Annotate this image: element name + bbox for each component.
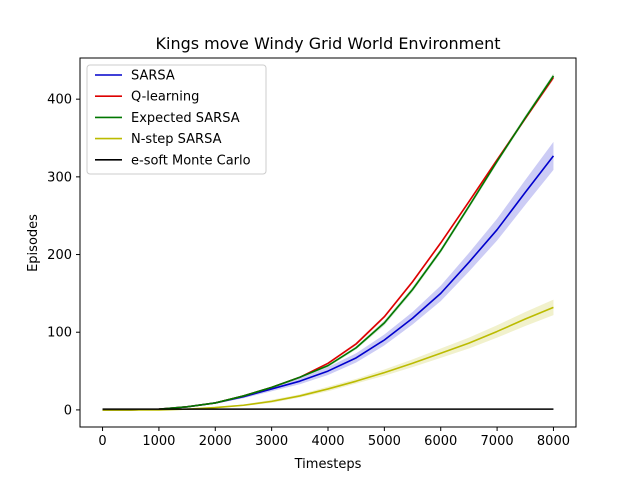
- legend: SARSA Q-learning Expected SARSA N-step SARS…: [86, 64, 267, 175]
- legend-label-sarsa: SARSA: [131, 69, 175, 84]
- legend-label-expected-sarsa: Expected SARSA: [131, 111, 240, 126]
- x-axis-label: Timesteps: [294, 457, 362, 472]
- legend-label-q-learning: Q-learning: [131, 90, 199, 105]
- line-n-step-sarsa: [102, 306, 554, 411]
- legend-box: [86, 64, 267, 175]
- y-tick-label: 300: [47, 170, 72, 185]
- chart-title: Kings move Windy Grid World Environment: [156, 34, 501, 53]
- x-axis-ticks: 0 1000 2000 3000 4000 5000 6000 7000 8000: [98, 427, 570, 449]
- y-axis-ticks: 0 100 200 300 400: [47, 93, 80, 418]
- band-sarsa: [102, 141, 554, 410]
- x-tick-label: 6000: [424, 434, 457, 449]
- x-tick-label: 8000: [537, 434, 570, 449]
- line-sarsa: [102, 155, 555, 411]
- y-tick-label: 100: [47, 326, 72, 341]
- legend-label-n-step-sarsa: N-step SARSA: [131, 132, 222, 147]
- x-tick-label: 5000: [368, 434, 401, 449]
- x-tick-label: 0: [98, 434, 106, 449]
- x-tick-label: 2000: [199, 434, 232, 449]
- legend-label-e-soft-monte-carlo: e-soft Monte Carlo: [131, 153, 251, 168]
- band-n-step-sarsa: [102, 299, 554, 410]
- y-axis-label: Episodes: [26, 214, 41, 272]
- confidence-bands: [102, 73, 554, 410]
- y-tick-label: 0: [64, 403, 72, 418]
- y-tick-label: 400: [47, 93, 72, 108]
- x-tick-label: 4000: [311, 434, 344, 449]
- x-tick-label: 3000: [255, 434, 288, 449]
- line-expected-sarsa: [102, 75, 555, 411]
- x-tick-label: 7000: [481, 434, 514, 449]
- y-tick-label: 200: [47, 248, 72, 263]
- x-tick-label: 1000: [142, 434, 175, 449]
- series-lines: [102, 75, 555, 411]
